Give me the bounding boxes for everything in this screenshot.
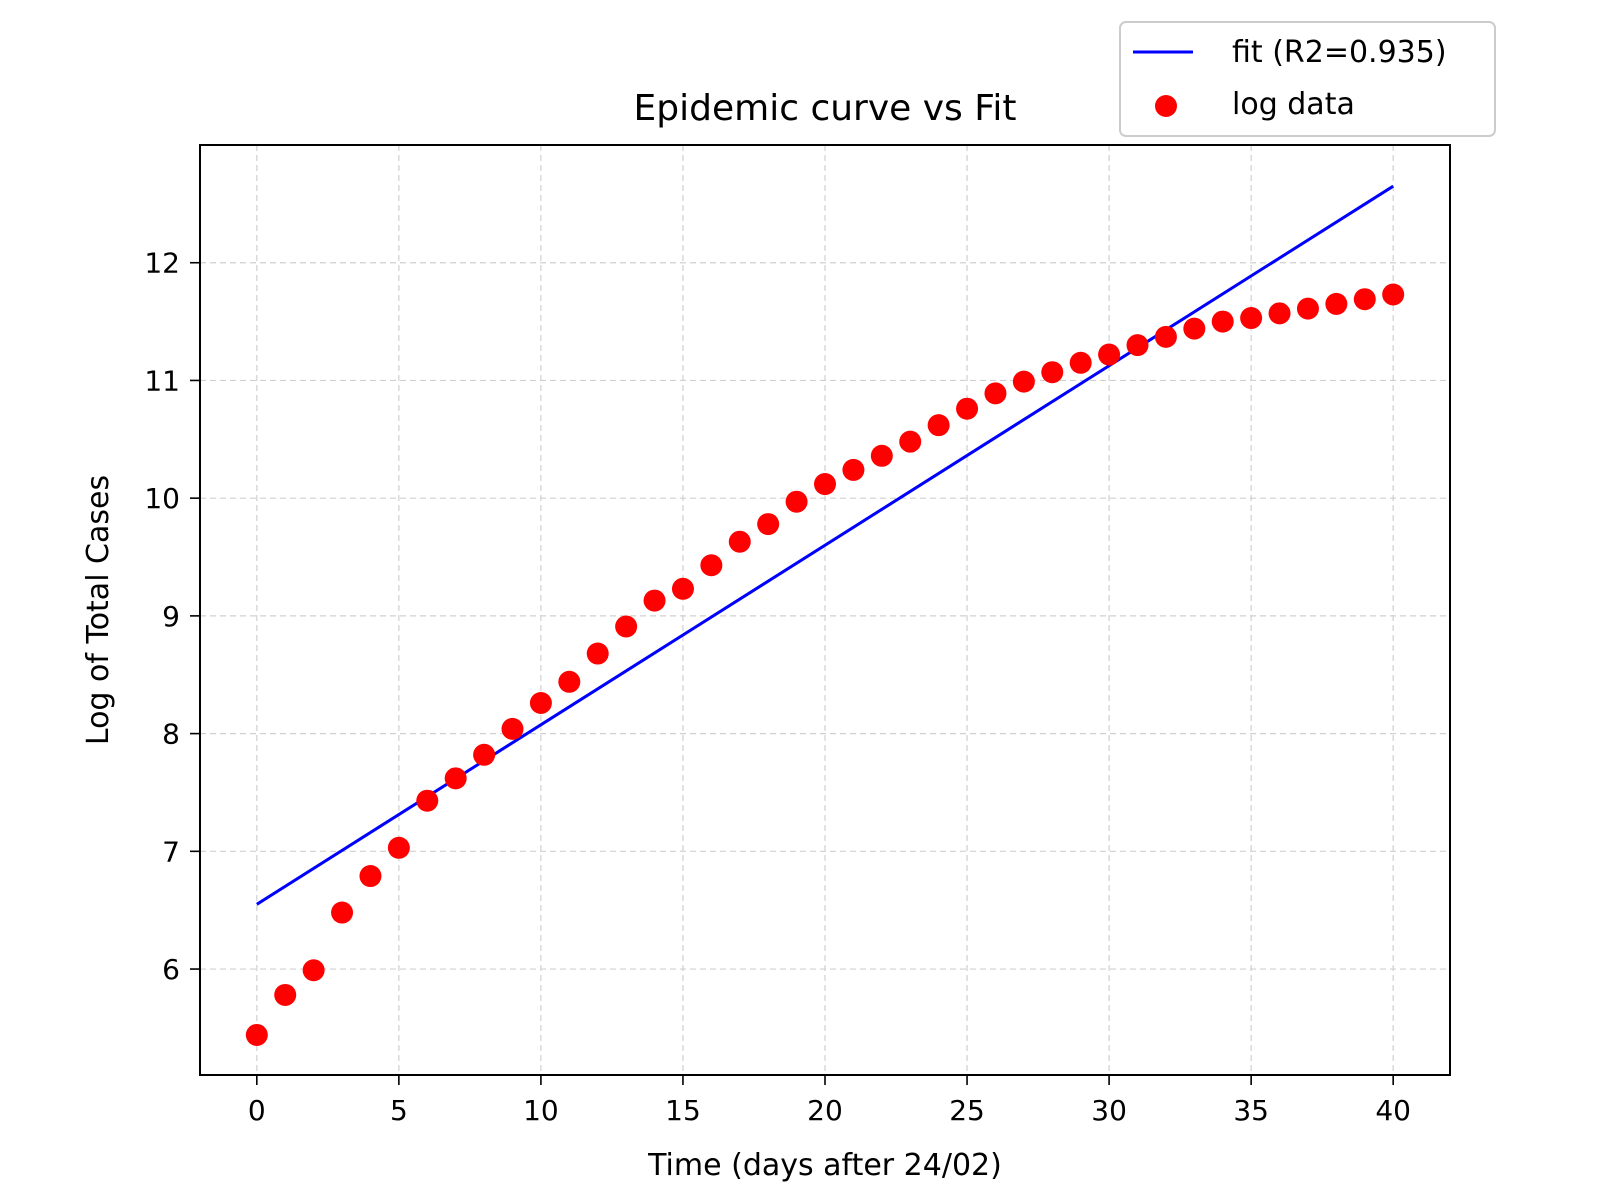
legend-fit-label: fit (R2=0.935) (1232, 35, 1447, 70)
x-tick-label: 35 (1233, 1094, 1269, 1127)
legend: fit (R2=0.935) log data (1119, 21, 1496, 137)
y-tick-label: 7 (162, 835, 180, 868)
data-point (643, 589, 666, 612)
data-point (814, 473, 836, 496)
data-point (700, 554, 723, 577)
data-point (416, 789, 439, 812)
data-point (1240, 307, 1263, 330)
data-point (1012, 370, 1035, 393)
data-point (728, 530, 751, 553)
x-axis-label: Time (days after 24/02) (647, 1148, 1002, 1183)
y-tick-label: 12 (144, 247, 180, 280)
data-point (274, 983, 297, 1006)
data-point (899, 430, 922, 453)
x-tick-label: 5 (390, 1094, 408, 1127)
data-point (956, 397, 979, 420)
data-point (785, 490, 808, 513)
data-point (1382, 283, 1405, 306)
data-point (757, 513, 780, 536)
y-tick-label: 9 (162, 600, 180, 633)
x-tick-label: 40 (1375, 1094, 1411, 1127)
data-point (1069, 351, 1092, 374)
x-tick-label: 0 (248, 1094, 266, 1127)
data-point (529, 692, 552, 714)
data-point (1041, 361, 1064, 384)
data-point (1211, 310, 1234, 333)
data-point (245, 1023, 268, 1046)
data-point (1154, 325, 1177, 348)
legend-data-swatch (1155, 95, 1177, 117)
grid (200, 145, 1450, 1075)
x-tick-label: 20 (807, 1094, 843, 1127)
axes-ticks: 0 5 10 15 20 25 30 35 40 6 7 8 9 10 11 12 (144, 247, 1411, 1127)
y-axis-label: Log of Total Cases (81, 475, 116, 745)
y-tick-label: 6 (162, 953, 180, 986)
data-point (1126, 334, 1149, 357)
data-point (359, 865, 382, 888)
data-point (1296, 297, 1319, 320)
data-point (1183, 317, 1206, 340)
x-tick-label: 10 (523, 1094, 559, 1127)
x-tick-label: 25 (949, 1094, 985, 1127)
data-series (245, 283, 1405, 1046)
y-tick-label: 11 (144, 364, 180, 397)
data-point (1098, 343, 1121, 366)
data-point (558, 670, 581, 693)
data-point (302, 959, 325, 982)
data-point (842, 458, 865, 481)
y-tick-label: 10 (144, 482, 180, 515)
x-tick-label: 30 (1091, 1094, 1127, 1127)
data-point (331, 901, 354, 924)
data-point (671, 577, 694, 600)
fit-series (256, 184, 1394, 906)
data-point (387, 836, 410, 859)
legend-data-label: log data (1232, 87, 1355, 122)
chart-title: Epidemic curve vs Fit (634, 88, 1017, 129)
data-point (444, 767, 467, 790)
data-point (1353, 288, 1376, 311)
fit-line (256, 184, 1394, 906)
data-point (1325, 292, 1348, 315)
x-tick-label: 15 (665, 1094, 701, 1127)
data-point (984, 382, 1007, 405)
legend-box (1119, 21, 1496, 137)
y-tick-label: 8 (162, 718, 180, 751)
data-point (586, 642, 609, 665)
data-point (615, 615, 638, 638)
data-point (927, 414, 950, 437)
data-point (1268, 302, 1291, 325)
data-point (501, 717, 524, 740)
data-point (870, 444, 893, 467)
data-point (473, 743, 496, 766)
